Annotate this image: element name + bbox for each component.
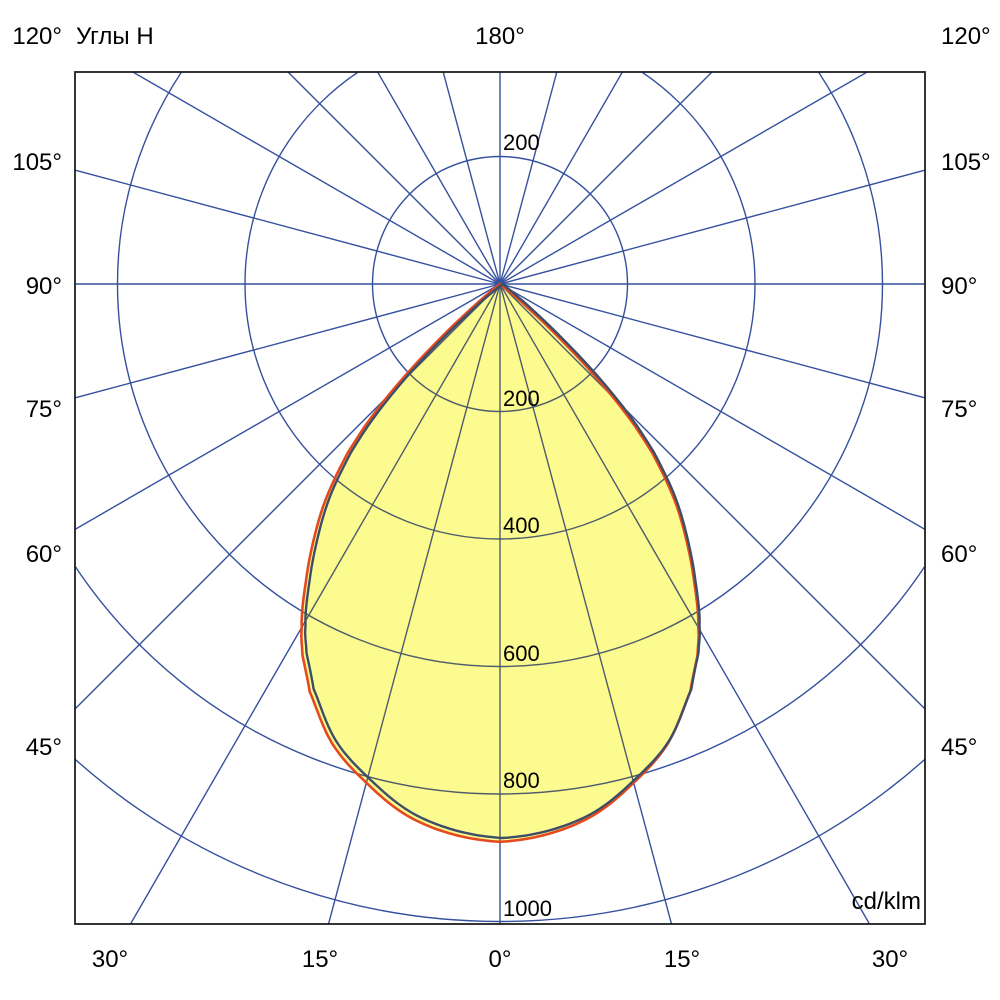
ring-label-800: 800 [503, 768, 540, 793]
axis-label-bottom-30r: 30° [871, 946, 909, 973]
grid-ray-60deg [499, 283, 925, 531]
ring-label-600: 600 [503, 641, 540, 666]
axis-label-right-90: 90° [941, 273, 978, 300]
axis-label-left-60: 60° [25, 541, 62, 568]
grid-ray-195deg [442, 72, 501, 285]
axis-label-bottom-30l: 30° [91, 946, 129, 973]
grid-ray-255deg [75, 169, 501, 285]
grid-ray-240deg [131, 72, 501, 285]
axis-label-bottom-15r: 15° [663, 946, 701, 973]
units-label-cd-klm: cd/klm [851, 888, 921, 915]
grid-ray-75deg [499, 283, 925, 399]
axis-label-left-105: 105° [12, 149, 62, 176]
axis-label-right-60: 60° [941, 541, 978, 568]
grid-ray-30deg [499, 284, 699, 842]
grid-ray-15deg [499, 284, 699, 842]
grid-ray-165deg [499, 284, 699, 285]
grid-ray-165deg [499, 72, 558, 285]
grid-ray-300deg [75, 283, 501, 531]
axis-label-right-45: 45° [941, 734, 978, 761]
plot-border [74, 71, 926, 925]
axis-label-left-90: 90° [25, 273, 62, 300]
chart-title-angles-h: Углы H [76, 23, 154, 50]
grid-ray-330deg [301, 284, 501, 842]
grid-ray-150deg [499, 72, 624, 285]
grid-ray-285deg [75, 283, 501, 399]
axis-label-left-45: 45° [25, 734, 62, 761]
axis-label-top-180: 180° [475, 23, 525, 50]
ring-label-200: 200 [503, 386, 540, 411]
grid-ray-210deg [376, 72, 501, 285]
curve-c90-c270 [303, 282, 702, 840]
ring-label-400: 400 [503, 513, 540, 538]
axis-label-right-75: 75° [941, 396, 978, 423]
axis-label-bottom-0: 0° [488, 946, 512, 973]
ring-label-200-top: 200 [503, 130, 540, 155]
grid-ray-345deg [301, 284, 501, 842]
axis-label-left-75: 75° [25, 396, 62, 423]
ring-label-1000: 1000 [503, 896, 552, 921]
grid-ray-195deg [301, 284, 501, 285]
grid-ray-135deg [499, 72, 713, 285]
axis-label-right-105: 105° [941, 149, 991, 176]
grid-ray-225deg [287, 72, 501, 285]
grid-ray-120deg [499, 72, 869, 285]
axis-label-corner-left-120: 120° [12, 23, 62, 50]
grid-ray-105deg [499, 169, 925, 285]
curve-c0-c180 [300, 282, 700, 844]
axis-label-corner-right-120: 120° [941, 23, 991, 50]
axis-label-bottom-15l: 15° [301, 946, 339, 973]
